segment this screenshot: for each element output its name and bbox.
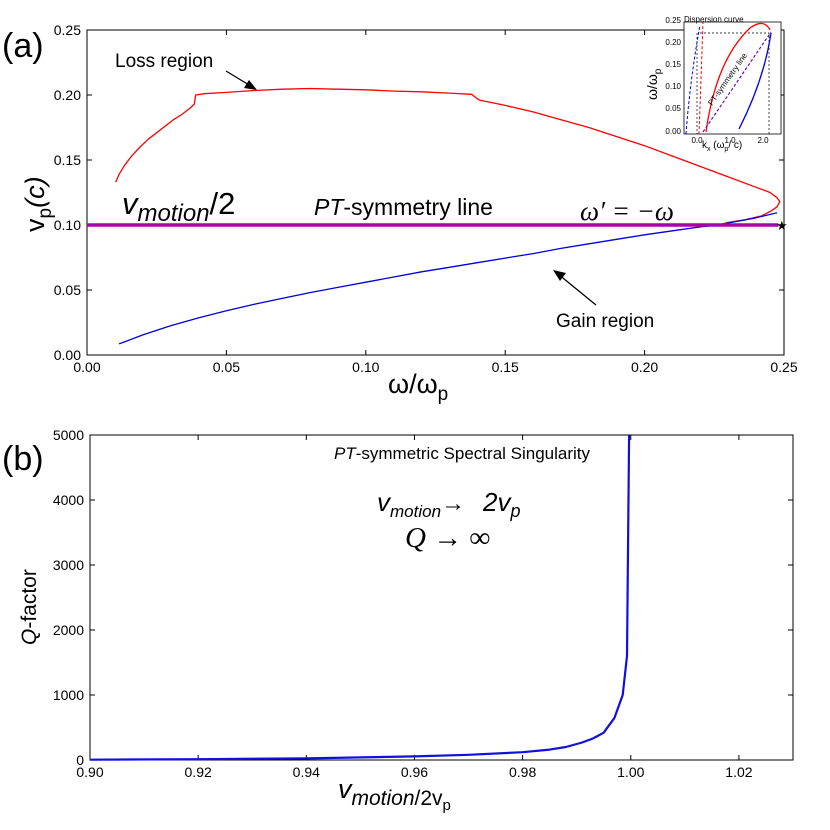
x-tick-label: 0.94 — [293, 764, 320, 780]
x-tick-label: 0.05 — [213, 359, 240, 375]
panel-b-ylabel: Q-factor — [18, 569, 41, 645]
loss-region-label: Loss region — [115, 51, 213, 72]
x-tick-label: 1.02 — [725, 764, 752, 780]
panel-a-series — [87, 87, 781, 345]
gain-arrow — [553, 270, 597, 306]
loss-arrow — [225, 70, 257, 90]
x-tick-label: 0.98 — [509, 764, 536, 780]
star-marker: ★ — [776, 218, 788, 233]
inset-xtick: 1.0 — [724, 136, 736, 145]
y-tick-label: 0.00 — [54, 347, 81, 363]
formula-q-infinity: Q → ∞ — [405, 522, 490, 554]
inset-title: Dispersion curve — [684, 15, 744, 24]
omega-relation-label: ω′ = −ω — [580, 196, 674, 226]
panel-a-xlabel: ω/ωp — [388, 369, 448, 405]
panel-a: (a) 0.00 0.05 0.10 0.15 0.20 0.25 0.00 0.05 0.1… — [2, 15, 798, 405]
inset-blue-dashed — [685, 24, 701, 135]
x-tick-label: 0.90 — [76, 764, 103, 780]
inset-x-ticks: 0.0 1.0 2.0 — [691, 136, 769, 145]
gain-region-label: Gain region — [556, 311, 654, 332]
panel-b-label: (b) — [2, 440, 44, 478]
y-tick-label: 4000 — [53, 492, 84, 508]
inset-y-ticks: 0.25 0.20 0.15 0.10 0.05 0.00 — [665, 16, 681, 136]
y-tick-label: 0.10 — [54, 217, 81, 233]
y-tick-label: 0.20 — [54, 87, 81, 103]
x-tick-label: 0.96 — [401, 764, 428, 780]
x-tick-label: 0.25 — [770, 359, 797, 375]
y-tick-label: 5000 — [53, 427, 84, 443]
panel-b-xlabel: vmotion/2vp — [338, 774, 451, 814]
inset-pt-line — [702, 31, 772, 133]
inset-xtick: 2.0 — [757, 136, 769, 145]
inset-dotted-box — [700, 32, 770, 134]
panel-a-axes-frame — [86, 29, 785, 356]
panel-a-ylabel: vp(c) — [20, 176, 56, 232]
panel-a-x-ticks: 0.00 0.05 0.10 0.15 0.20 0.25 — [73, 30, 798, 375]
pt-symmetry-line-label: PT-symmetry line — [314, 194, 493, 220]
x-tick-label: 0.20 — [631, 359, 658, 375]
series-line-gain — [118, 212, 778, 345]
panel-b-series — [89, 434, 631, 761]
inset-ytick: 0.20 — [665, 38, 681, 47]
panel-b-annotation-title: PT-symmetric Spectral Singularity — [334, 444, 591, 463]
formula-vmotion: vmotion→ 2vp — [377, 487, 521, 521]
y-tick-label: 1000 — [53, 687, 84, 703]
series-line-q-curve — [89, 434, 631, 761]
inset-red-dashed — [698, 21, 704, 135]
panel-b-axes-frame — [89, 434, 794, 761]
inset-ytick: 0.15 — [665, 60, 681, 69]
inset-ylabel: ω/ωp — [644, 68, 664, 100]
panel-b-x-ticks: 0.90 0.92 0.94 0.96 0.98 1.00 1.02 — [76, 435, 753, 780]
panel-a-label: (a) — [2, 27, 44, 65]
inset-xtick: 0.0 — [691, 136, 703, 145]
inset-blue-curve — [738, 32, 772, 130]
y-tick-label: 3000 — [53, 557, 84, 573]
inset-xlabel: kx (ωp/ c) — [702, 140, 742, 153]
series-line-loss — [115, 87, 781, 226]
svg-text:vp(c): vp(c) — [20, 176, 56, 232]
panel-b: (b) 0.90 0.92 0.94 0.96 0.98 1.00 1.02 0 1000 20… — [2, 427, 794, 814]
x-tick-label: 1.00 — [617, 764, 644, 780]
y-tick-label: 0 — [76, 752, 84, 768]
dispersion-inset: Dispersion curve 0.25 0.20 0.15 0.10 0.0… — [644, 15, 782, 153]
y-tick-label: 0.15 — [54, 152, 81, 168]
inset-ytick: 0.05 — [665, 104, 681, 113]
inset-ytick: 0.25 — [665, 16, 681, 25]
x-tick-label: 0.10 — [352, 359, 379, 375]
x-tick-label: 0.00 — [73, 359, 100, 375]
inset-red-curve — [705, 22, 771, 133]
inset-ytick: 0.00 — [665, 127, 681, 136]
inset-ytick: 0.10 — [665, 82, 681, 91]
panel-b-y-ticks: 0 1000 2000 3000 4000 5000 — [53, 427, 793, 768]
y-tick-label: 0.05 — [54, 282, 81, 298]
x-tick-label: 0.15 — [492, 359, 519, 375]
panel-a-y-ticks: 0.00 0.05 0.10 0.15 0.20 0.25 — [54, 22, 784, 363]
y-tick-label: 2000 — [53, 622, 84, 638]
svg-text:Q-factor: Q-factor — [18, 569, 41, 645]
x-tick-label: 0.92 — [185, 764, 212, 780]
vmotion-half-label: vmotion/2 — [122, 186, 235, 227]
y-tick-label: 0.25 — [54, 22, 81, 38]
svg-text:ω/ωp: ω/ωp — [644, 68, 664, 100]
